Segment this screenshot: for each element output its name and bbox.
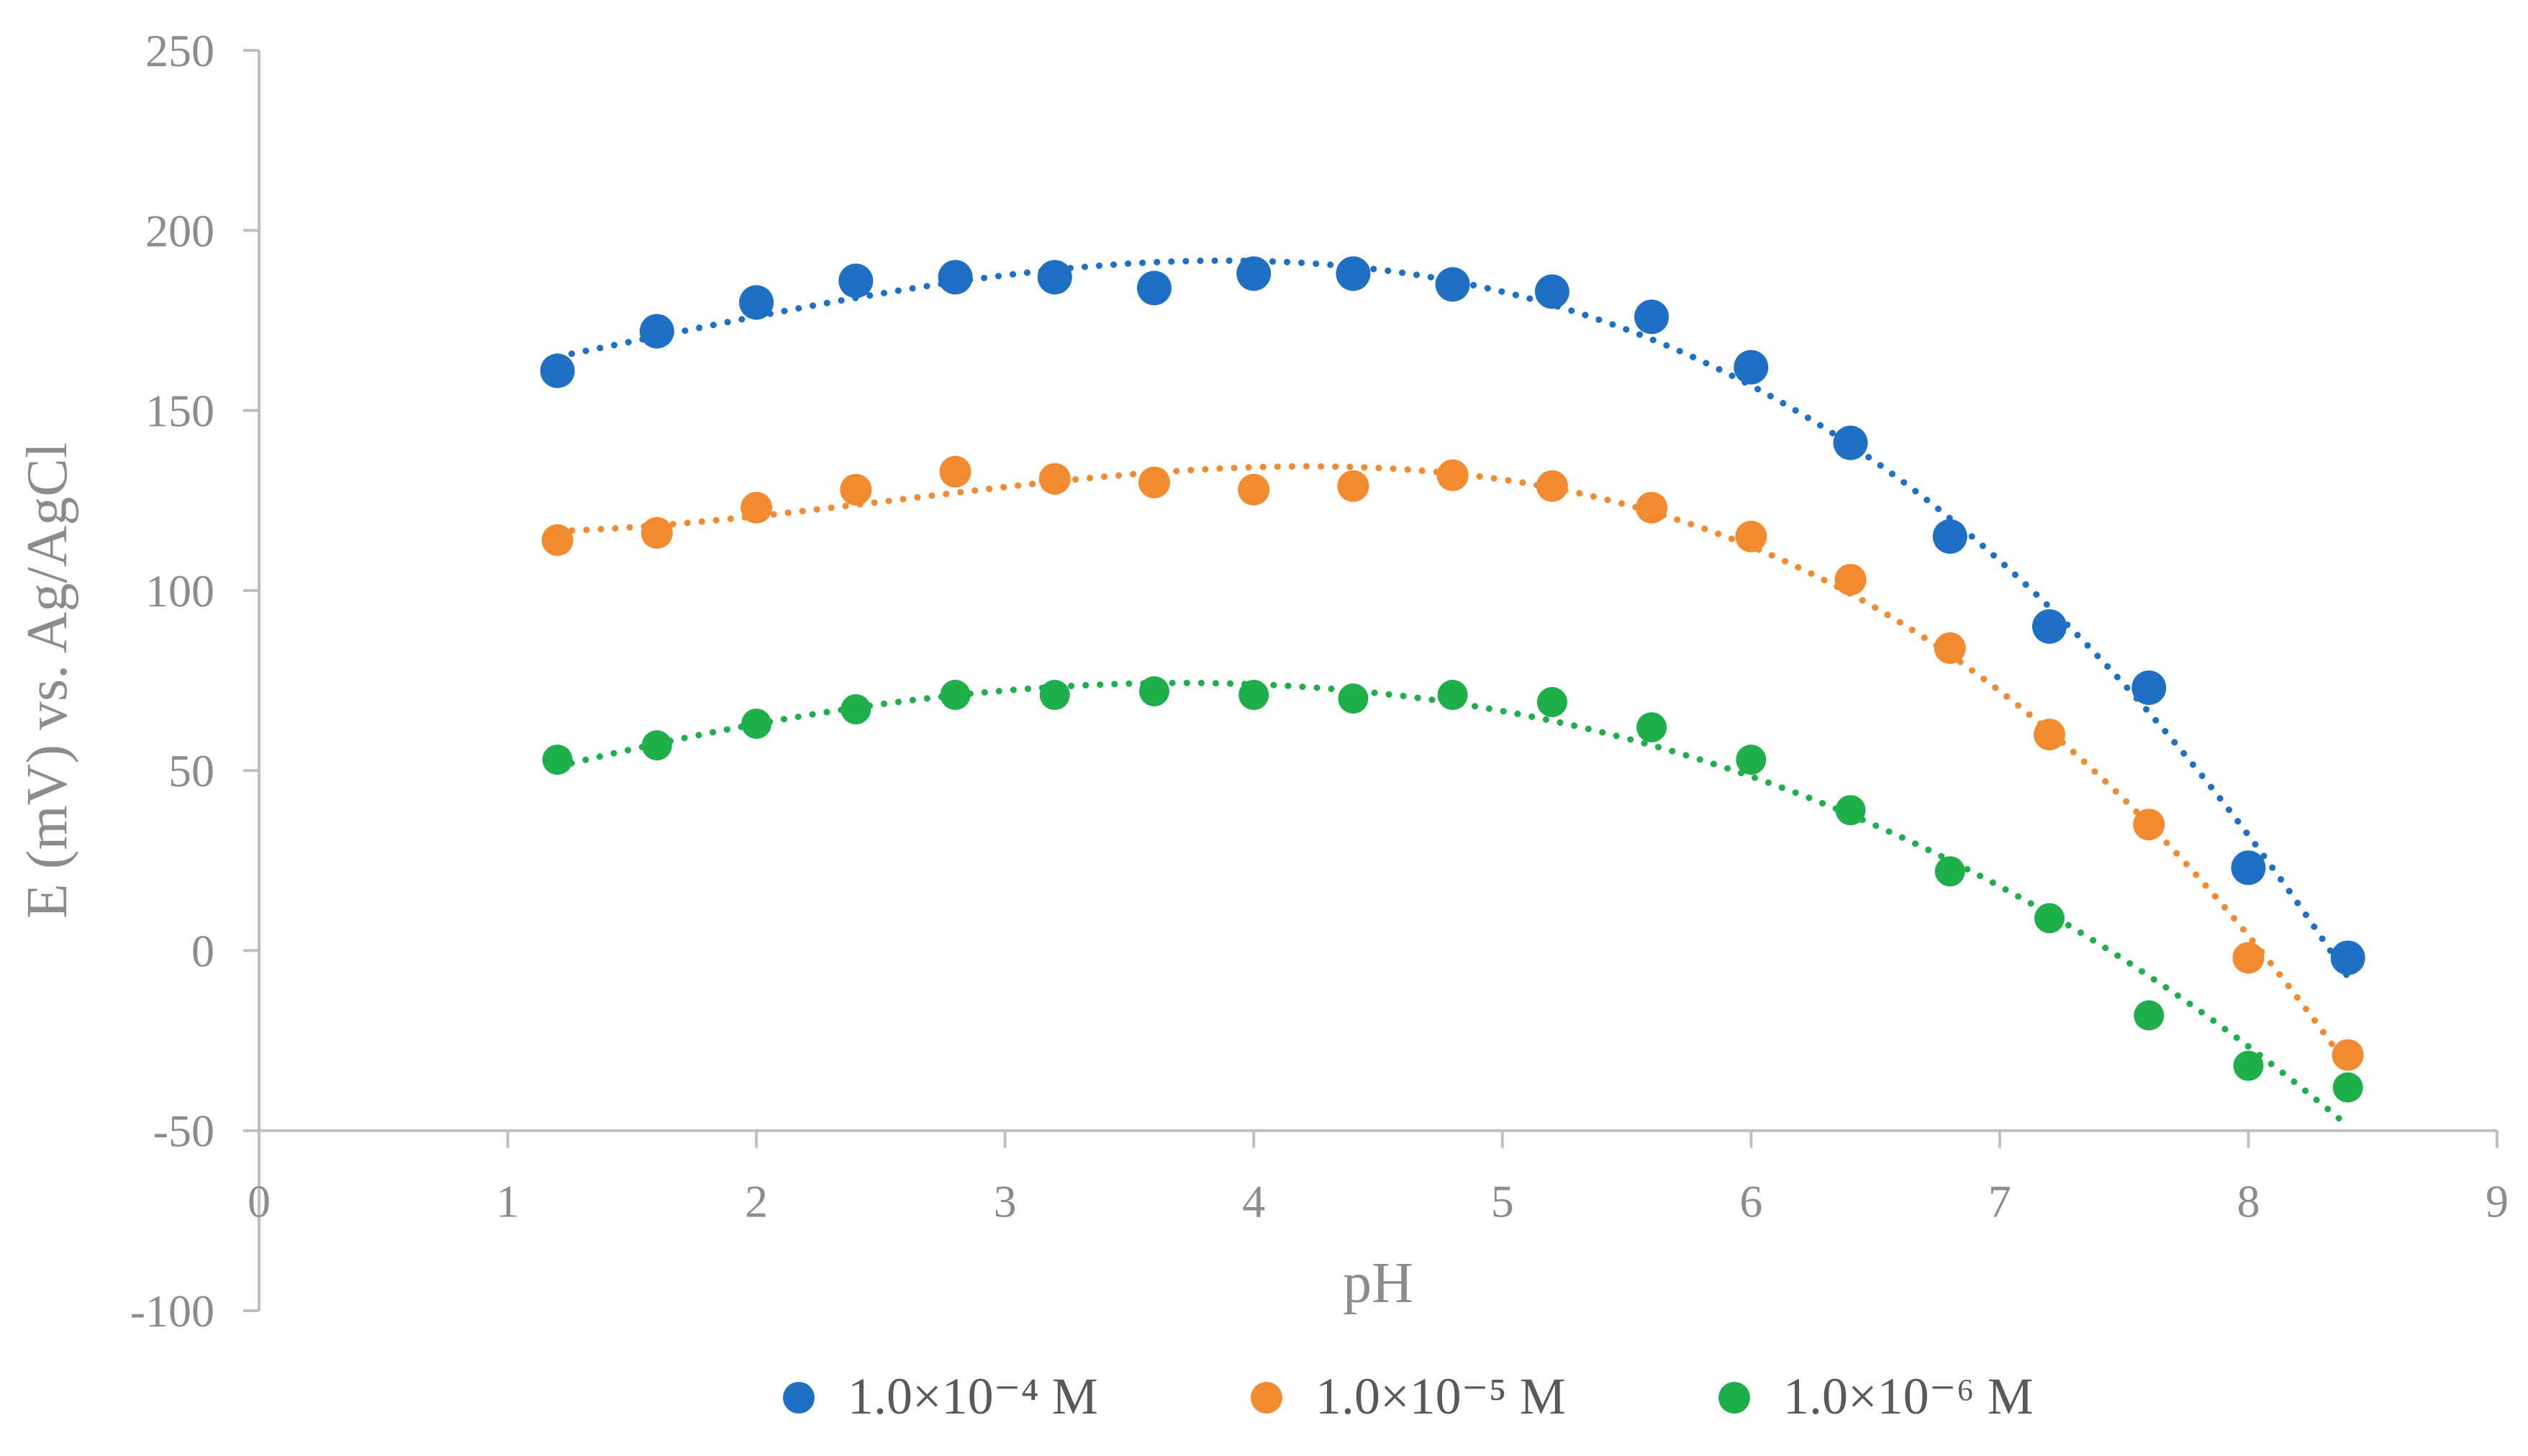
data-point-series-2 <box>2133 809 2165 841</box>
y-ticks: 250 200 150 100 50 0 -50 -100 <box>130 25 259 1337</box>
data-point-series-2 <box>740 491 773 524</box>
data-point-series-2 <box>2332 1039 2364 1071</box>
data-point-series-1 <box>838 263 874 299</box>
x-tick-label: 8 <box>2237 1176 2260 1227</box>
trendline-series-2 <box>554 463 2352 1070</box>
legend-label-series-1: 1.0×10⁻⁴ M <box>848 1368 1098 1425</box>
data-point-series-1 <box>1037 260 1072 295</box>
data-point-series-2 <box>1337 470 1369 502</box>
legend-marker-series-3 <box>1718 1382 1750 1414</box>
data-point-series-2 <box>1934 632 1966 664</box>
data-point-series-3 <box>1636 712 1667 743</box>
y-axis-title: E (mV) vs. Ag/AgCl <box>16 442 79 919</box>
trendline-series-1 <box>554 257 2352 980</box>
data-point-series-3 <box>2332 1072 2363 1103</box>
data-point-series-2 <box>840 473 872 506</box>
data-point-series-1 <box>1833 425 1868 460</box>
data-point-series-3 <box>1934 856 1965 887</box>
x-tick-label: 4 <box>1242 1176 1265 1227</box>
data-point-series-2 <box>640 517 673 549</box>
y-tick-label: 0 <box>191 925 214 976</box>
data-point-series-1 <box>1634 299 1670 335</box>
x-tick-label: 2 <box>745 1176 768 1227</box>
x-tick-label: 3 <box>994 1176 1017 1227</box>
data-point-series-3 <box>2134 1000 2165 1031</box>
data-point-series-3 <box>1437 680 1468 711</box>
trendline-series-3 <box>554 679 2352 1129</box>
data-point-series-3 <box>1139 676 1169 707</box>
data-point-series-3 <box>1835 795 1866 826</box>
data-point-series-2 <box>541 524 574 556</box>
data-point-series-2 <box>1536 470 1568 502</box>
data-point-series-3 <box>2233 1050 2264 1081</box>
data-point-series-2 <box>1436 459 1469 491</box>
data-point-series-1 <box>1734 350 1769 385</box>
data-point-series-3 <box>1338 683 1369 714</box>
x-tick-label: 9 <box>2486 1176 2509 1227</box>
data-point-series-3 <box>940 680 971 711</box>
x-axis-title: pH <box>1343 1252 1413 1315</box>
data-point-series-1 <box>1137 270 1172 306</box>
data-point-series-1 <box>1336 256 1371 291</box>
data-point-series-2 <box>1636 491 1668 524</box>
y-tick-label: 250 <box>145 25 214 76</box>
data-point-series-3 <box>741 709 772 740</box>
y-tick-label: 200 <box>145 205 214 256</box>
data-point-series-1 <box>2131 670 2167 706</box>
data-point-series-3 <box>1536 687 1567 718</box>
data-point-series-1 <box>1236 256 1272 291</box>
data-point-series-1 <box>1534 274 1569 309</box>
x-tick-label: 0 <box>248 1176 271 1227</box>
legend-label-series-2: 1.0×10⁻⁵ M <box>1315 1368 1566 1425</box>
data-point-series-2 <box>1138 466 1170 499</box>
y-tick-label: -50 <box>153 1106 214 1157</box>
y-tick-label: -100 <box>130 1286 214 1337</box>
x-tick-label: 7 <box>1988 1176 2011 1227</box>
data-point-series-1 <box>1435 267 1470 302</box>
data-point-series-2 <box>2232 942 2265 974</box>
data-point-series-3 <box>2034 903 2065 934</box>
x-tick-label: 5 <box>1491 1176 1514 1227</box>
y-tick-label: 50 <box>168 745 214 796</box>
legend: 1.0×10⁻⁴ M 1.0×10⁻⁵ M 1.0×10⁻⁶ M <box>783 1368 2034 1425</box>
data-point-series-3 <box>1736 745 1767 775</box>
data-point-series-3 <box>542 745 573 775</box>
legend-marker-series-2 <box>1251 1382 1282 1414</box>
data-point-series-3 <box>841 694 871 725</box>
data-point-series-3 <box>641 730 672 761</box>
x-tick-label: 6 <box>1739 1176 1762 1227</box>
x-axis: 0 1 2 3 4 5 6 7 8 9 <box>248 1129 2509 1227</box>
x-ticks: 0 1 2 3 4 5 6 7 8 9 <box>248 1130 2509 1227</box>
data-point-series-1 <box>1932 519 1967 554</box>
data-point-series-2 <box>1834 563 1867 596</box>
data-point-series-1 <box>540 353 575 388</box>
data-point-series-2 <box>1038 463 1071 495</box>
legend-label-series-3: 1.0×10⁻⁶ M <box>1783 1368 2034 1425</box>
data-point-series-2 <box>939 455 971 488</box>
data-point-series-1 <box>639 314 674 349</box>
data-points <box>540 256 2365 1103</box>
x-tick-label: 1 <box>497 1176 520 1227</box>
data-point-series-2 <box>1735 520 1767 552</box>
y-axis: 250 200 150 100 50 0 -50 -100 <box>130 25 260 1337</box>
y-tick-label: 100 <box>145 565 214 616</box>
data-point-series-1 <box>2032 609 2067 644</box>
data-point-series-2 <box>2034 719 2065 751</box>
data-point-series-2 <box>1238 473 1270 506</box>
legend-marker-series-1 <box>783 1382 815 1414</box>
data-point-series-1 <box>2231 850 2266 886</box>
data-point-series-3 <box>1039 680 1070 711</box>
y-tick-label: 150 <box>145 386 214 437</box>
data-point-series-1 <box>739 285 774 320</box>
data-point-series-1 <box>2330 940 2365 975</box>
data-point-series-1 <box>938 260 973 295</box>
data-point-series-3 <box>1238 680 1269 711</box>
